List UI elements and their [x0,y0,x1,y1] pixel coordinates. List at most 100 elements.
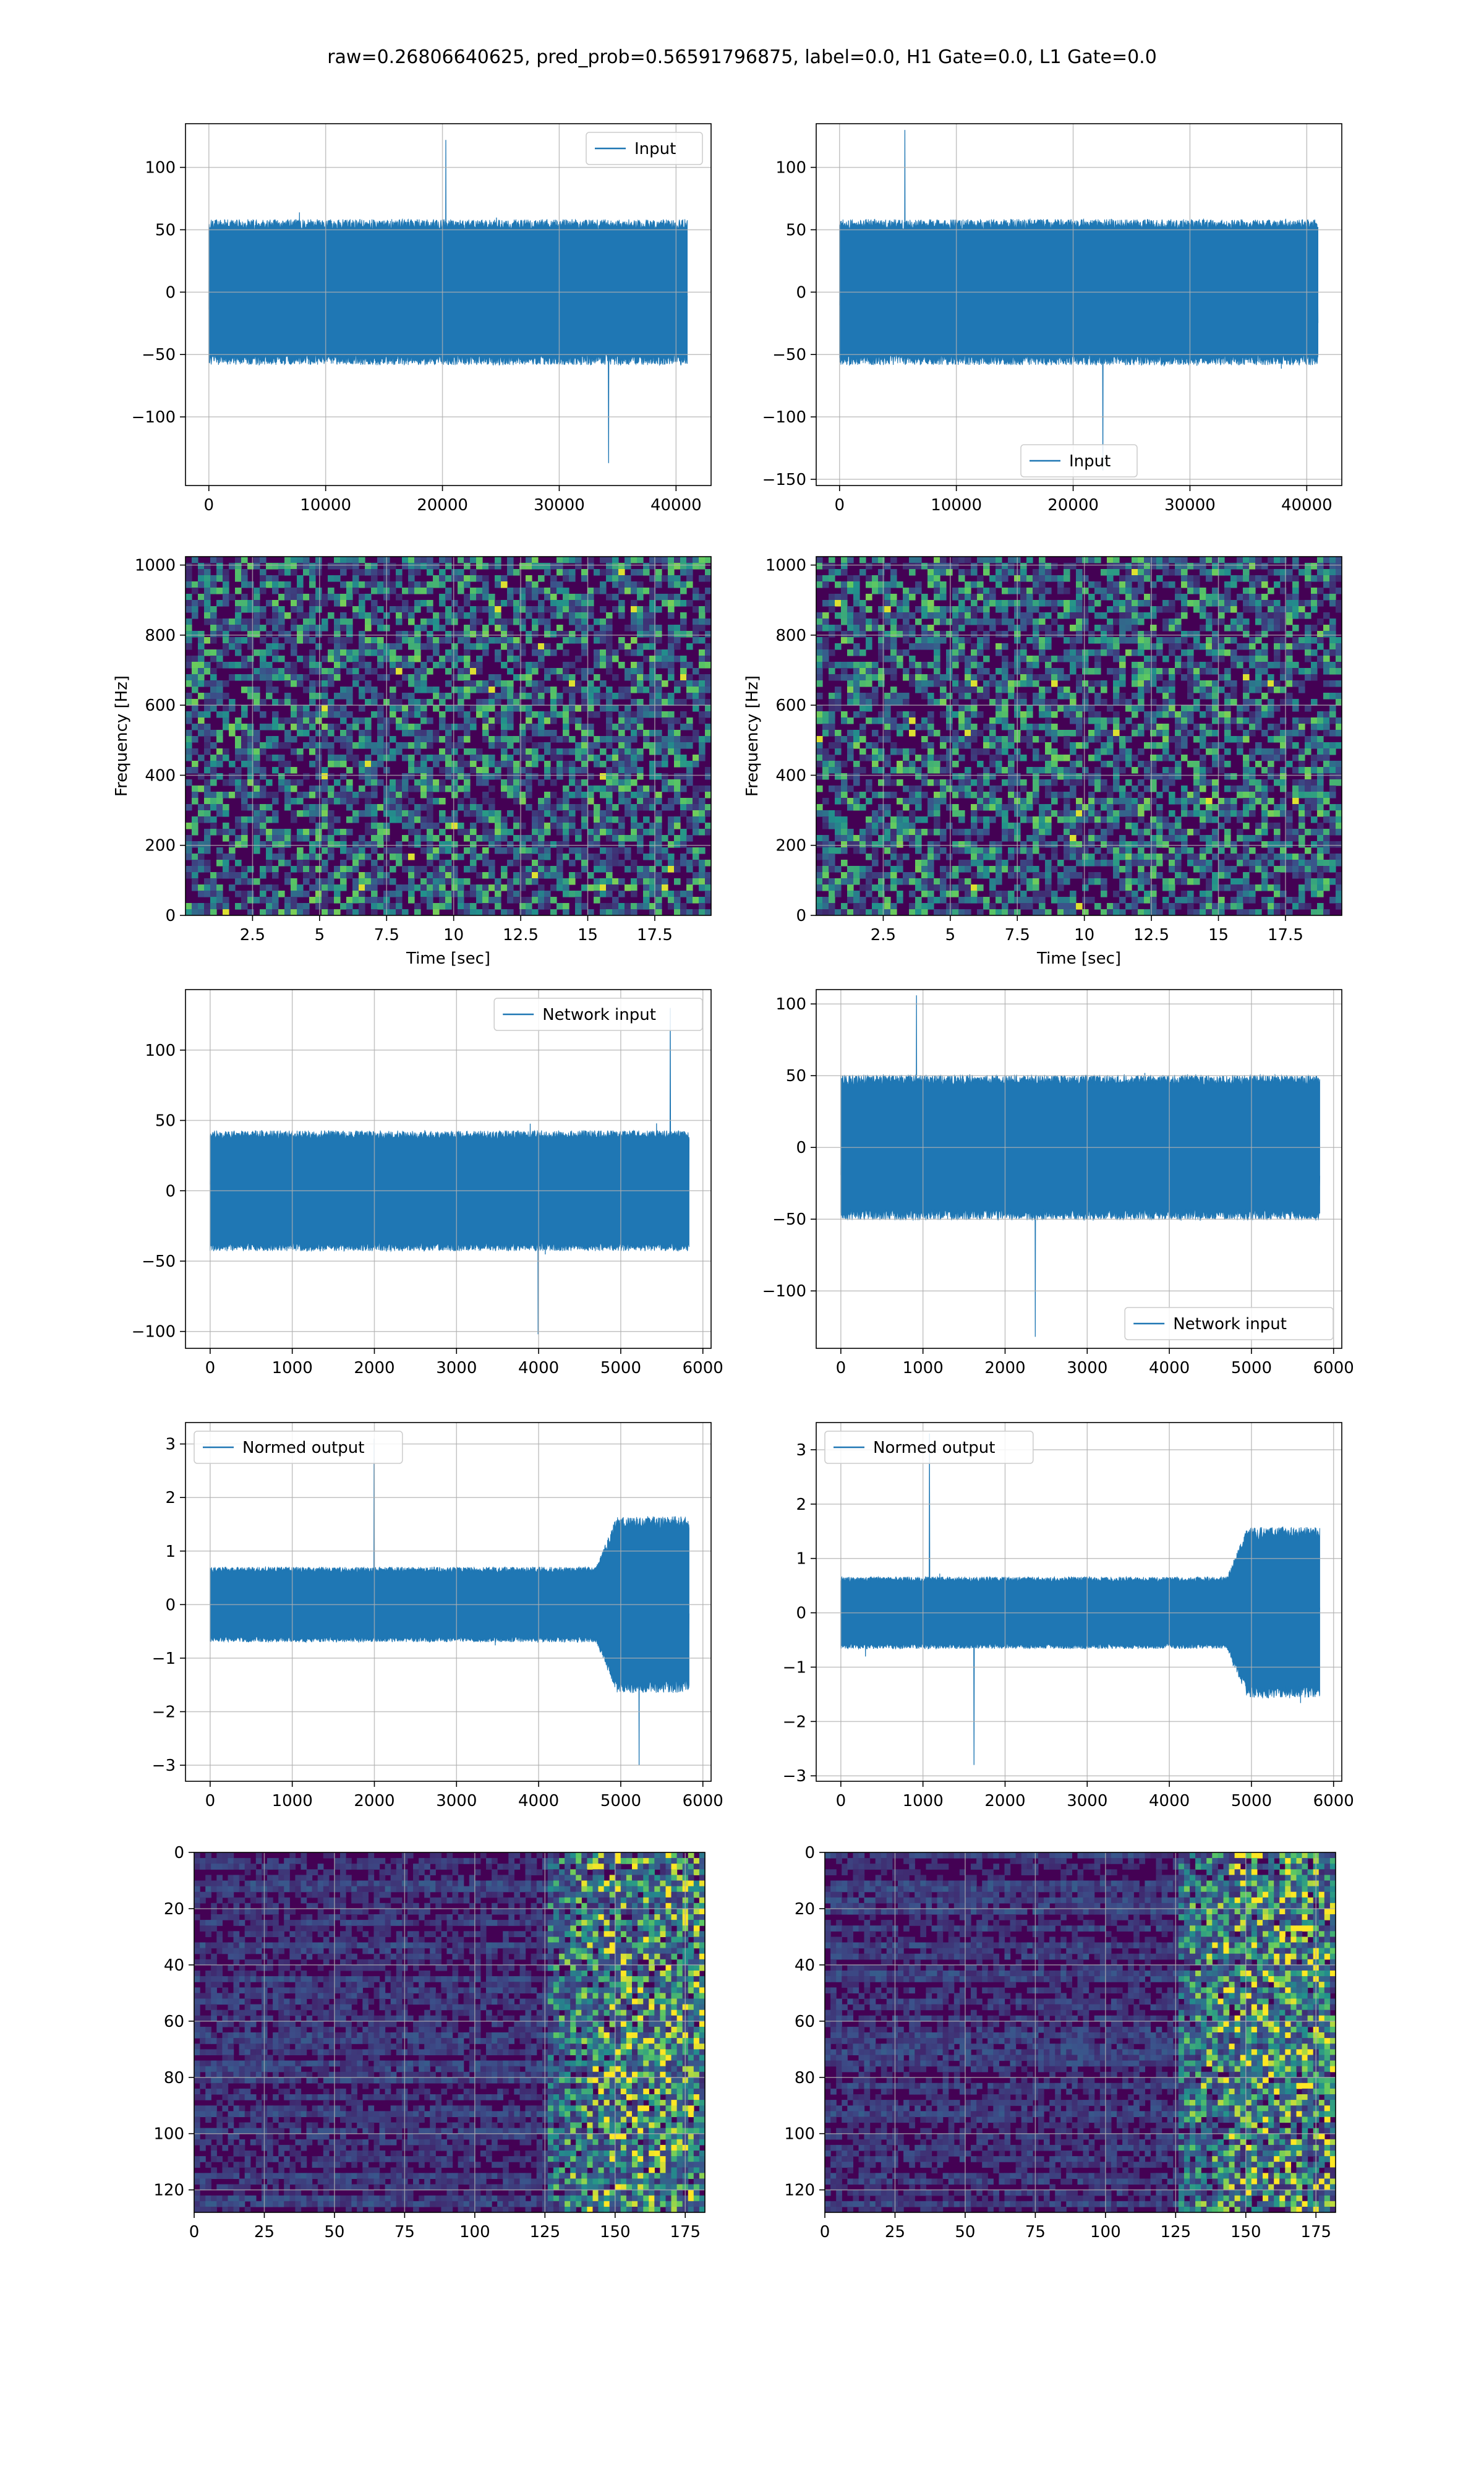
heatmap-cell [340,872,347,879]
heatmap-cell [408,872,415,879]
heatmap-cell [322,724,328,730]
heatmap-cell [241,742,248,749]
heatmap-cell [402,792,409,798]
heatmap-cell [291,711,297,718]
heatmap-cell [544,854,551,860]
heatmap-cell [365,779,372,786]
heatmap-cell [668,804,675,811]
heatmap-cell [1169,687,1175,693]
heatmap-cell [958,618,965,625]
heatmap-cell [606,767,613,774]
heatmap-cell [686,798,693,805]
heatmap-cell [927,711,934,718]
heatmap-cell [470,903,477,910]
heatmap-cell [198,903,205,910]
heatmap-cell [1169,711,1175,718]
heatmap-cell [284,860,291,867]
heatmap-cell [915,581,922,588]
heatmap-cell [1020,699,1027,706]
heatmap-cell [847,699,854,706]
heatmap-cell [1329,748,1336,755]
heatmap-cell [427,730,433,737]
heatmap-cell [451,816,458,823]
heatmap-cell [309,742,316,749]
heatmap-cell [223,575,229,582]
heatmap-cell [649,761,656,768]
heatmap-cell [1261,711,1268,718]
heatmap-cell [433,693,440,700]
heatmap-cell [1051,668,1058,675]
heatmap-cell [927,606,934,613]
heatmap-cell [587,909,594,915]
heatmap-cell [556,878,563,885]
heatmap-cell [266,662,273,669]
heatmap-cell [408,798,415,805]
heatmap-cell [470,866,477,873]
heatmap-cell [328,705,335,712]
heatmap-cell [878,748,885,755]
heatmap-cell [235,612,242,619]
heatmap-cell [884,612,891,619]
heatmap-cell [699,662,706,669]
heatmap-cell [909,643,916,650]
heatmap-cell [816,742,823,749]
heatmap-cell [1125,563,1132,570]
heatmap-cell [655,773,662,780]
heatmap-cell [835,662,842,669]
heatmap-cell [1298,730,1305,737]
heatmap-cell [346,854,353,860]
heatmap-cell [1292,588,1299,594]
heatmap-cell [297,625,304,631]
heatmap-cell [958,742,965,749]
heatmap-cell [1169,693,1175,700]
heatmap-cell [482,637,489,644]
heatmap-cell [625,693,631,700]
heatmap-cell [210,761,217,768]
heatmap-cell [1169,668,1175,675]
heatmap-cell [464,730,471,737]
heatmap-cell [482,767,489,774]
heatmap-cell [903,699,910,706]
heatmap-cell [260,785,267,792]
heatmap-cell [192,557,198,563]
heatmap-cell [420,773,427,780]
heatmap-cell [377,606,384,613]
heatmap-cell [235,748,242,755]
heatmap-cell [526,668,532,675]
heatmap-cell [977,618,984,625]
heatmap-cell [482,581,489,588]
heatmap-cell [631,699,638,706]
heatmap-cell [1255,618,1262,625]
heatmap-cell [284,730,291,737]
heatmap-cell [1218,606,1225,613]
heatmap-cell [1132,730,1138,737]
heatmap-cell [470,625,477,631]
heatmap-cell [284,569,291,576]
heatmap-cell [878,569,885,576]
heatmap-cell [322,897,328,904]
heatmap-cell [1088,668,1095,675]
heatmap-cell [1088,637,1095,644]
heatmap-cell [235,649,242,656]
heatmap-cell [594,631,600,638]
heatmap-cell [186,742,192,749]
heatmap-cell [464,878,471,885]
heatmap-cell [1286,649,1293,656]
heatmap-cell [186,637,192,644]
heatmap-cell [291,625,297,631]
heatmap-cell [204,785,211,792]
heatmap-cell [507,767,514,774]
heatmap-cell [377,569,384,576]
heatmap-cell [587,829,594,836]
heatmap-cell [649,841,656,848]
heatmap-cell [1008,625,1015,631]
heatmap-cell [519,903,526,910]
heatmap-cell [618,909,625,915]
heatmap-cell [649,557,656,563]
heatmap-cell [266,693,273,700]
heatmap-cell [210,557,217,563]
heatmap-cell [1051,724,1058,730]
heatmap-cell [550,816,557,823]
heatmap-cell [587,588,594,594]
heatmap-cell [322,884,328,891]
